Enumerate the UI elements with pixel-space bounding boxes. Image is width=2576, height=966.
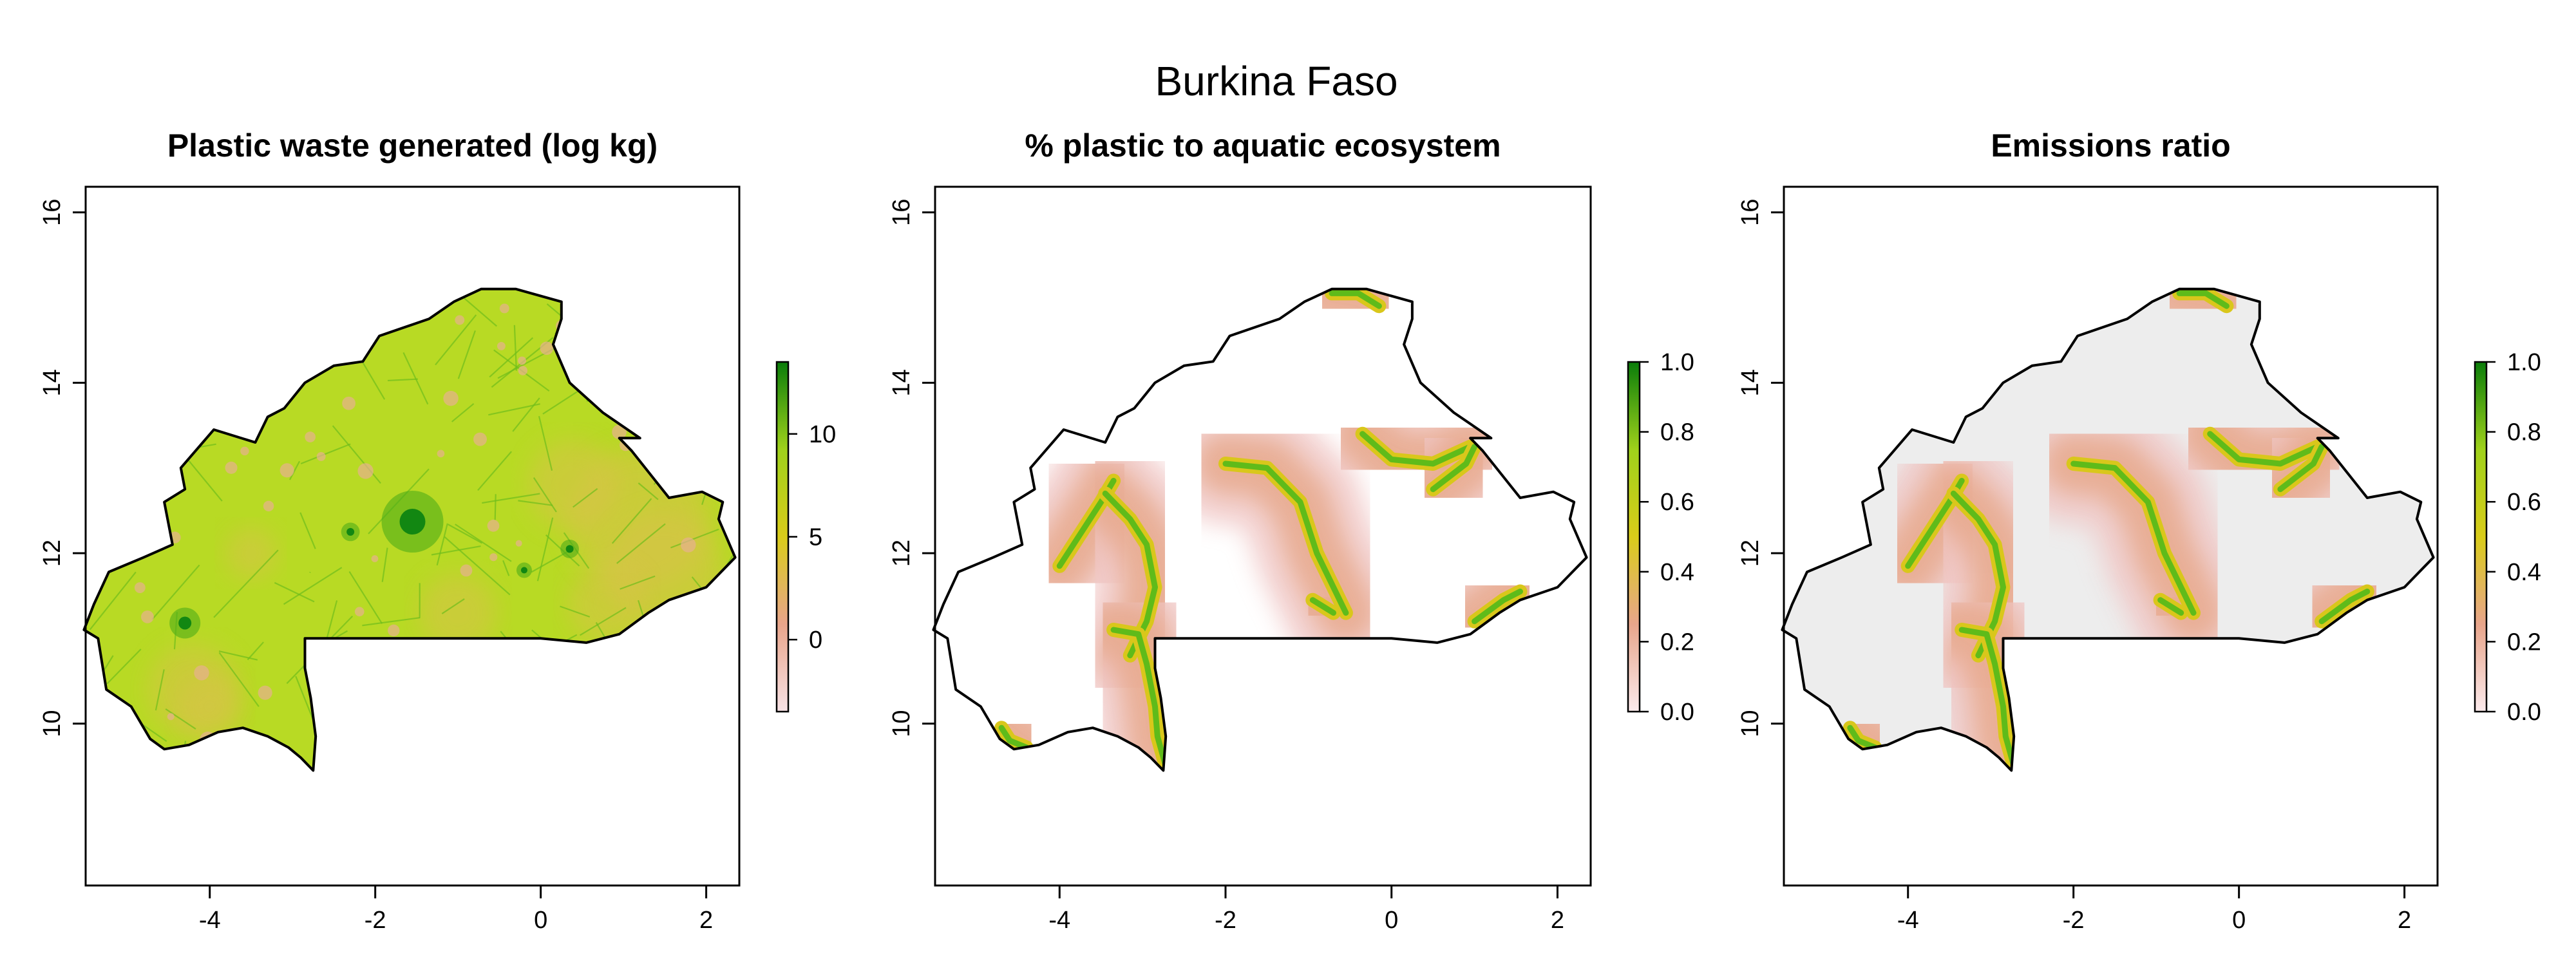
y-tick-label: 12 bbox=[1737, 540, 1764, 567]
legend-colorbar: 0.0 0.2 0.4 0.6 0.8 1.0 bbox=[2474, 349, 2541, 726]
legend-tick-label: 0.2 bbox=[2507, 629, 2541, 656]
country-border bbox=[932, 287, 1588, 772]
x-tick-label: 2 bbox=[699, 907, 713, 934]
x-tick-label: 0 bbox=[534, 907, 547, 934]
legend-colorbar: 0.0 0.2 0.4 0.6 0.8 1.0 bbox=[1627, 349, 1694, 726]
panel-title: Plastic waste generated (log kg) bbox=[167, 128, 658, 164]
legend-tick-label: 0.6 bbox=[2507, 489, 2541, 516]
x-tick-label: -2 bbox=[365, 907, 386, 934]
legend-tick-label: 0.8 bbox=[2507, 419, 2541, 446]
legend-tick-label: 0.6 bbox=[1660, 489, 1694, 516]
y-tick-label: 14 bbox=[1737, 369, 1764, 396]
raster-layer bbox=[940, 289, 1582, 771]
legend-tick-label: 0.0 bbox=[2507, 699, 2541, 726]
x-tick-label: -2 bbox=[1215, 907, 1236, 934]
y-tick-label: 12 bbox=[888, 540, 915, 567]
map-panel-2: % plastic to aquatic ecosystem -4 -2 0 2 10 12… bbox=[888, 128, 1694, 934]
y-tick-label: 14 bbox=[39, 369, 66, 396]
y-tick-label: 16 bbox=[39, 199, 66, 226]
plot-frame bbox=[934, 185, 1592, 887]
panel-title: Emissions ratio bbox=[1991, 128, 2230, 164]
plot-frame bbox=[1783, 185, 2439, 887]
legend-tick-label: 0 bbox=[809, 627, 822, 654]
x-tick-label: 2 bbox=[1551, 907, 1564, 934]
legend-colorbar: 0 5 10 bbox=[775, 361, 836, 713]
legend-tick-label: 0.4 bbox=[2507, 559, 2541, 586]
y-tick-label: 16 bbox=[1737, 199, 1764, 226]
legend-tick-label: 0.2 bbox=[1660, 629, 1694, 656]
figure-title: Burkina Faso bbox=[1155, 58, 1397, 104]
map-panel-1: Plastic waste generated (log kg) -4 -2 0 2 10… bbox=[39, 128, 836, 934]
legend-tick-label: 10 bbox=[809, 421, 836, 448]
x-tick-label: -4 bbox=[1897, 907, 1919, 934]
legend-tick-label: 0.0 bbox=[1660, 699, 1694, 726]
y-tick-label: 10 bbox=[1737, 710, 1764, 737]
x-tick-label: 2 bbox=[2398, 907, 2411, 934]
legend-tick-label: 1.0 bbox=[1660, 349, 1694, 376]
country-border bbox=[1781, 287, 2435, 772]
y-tick-label: 10 bbox=[888, 710, 915, 737]
country-border bbox=[82, 287, 737, 772]
x-tick-label: -4 bbox=[1048, 907, 1070, 934]
x-tick-label: 0 bbox=[2232, 907, 2246, 934]
y-tick-label: 10 bbox=[39, 710, 66, 737]
map-panel-3: Emissions ratio-4 -2 0 2101214160.00.20.40.… bbox=[1737, 128, 2541, 934]
y-tick-label: 14 bbox=[888, 369, 915, 396]
plot-frame bbox=[84, 185, 741, 887]
legend-tick-label: 0.8 bbox=[1660, 419, 1694, 446]
legend-tick-label: 1.0 bbox=[2507, 349, 2541, 376]
panel-title: % plastic to aquatic ecosystem bbox=[1025, 128, 1501, 164]
x-tick-label: 0 bbox=[1385, 907, 1398, 934]
y-tick-label: 16 bbox=[888, 199, 915, 226]
y-tick-label: 12 bbox=[39, 540, 66, 567]
x-tick-label: -2 bbox=[2063, 907, 2085, 934]
legend-tick-label: 0.4 bbox=[1660, 559, 1694, 586]
x-tick-label: -4 bbox=[199, 907, 221, 934]
raster-layer bbox=[1788, 289, 2429, 771]
legend-tick-label: 5 bbox=[809, 524, 822, 551]
